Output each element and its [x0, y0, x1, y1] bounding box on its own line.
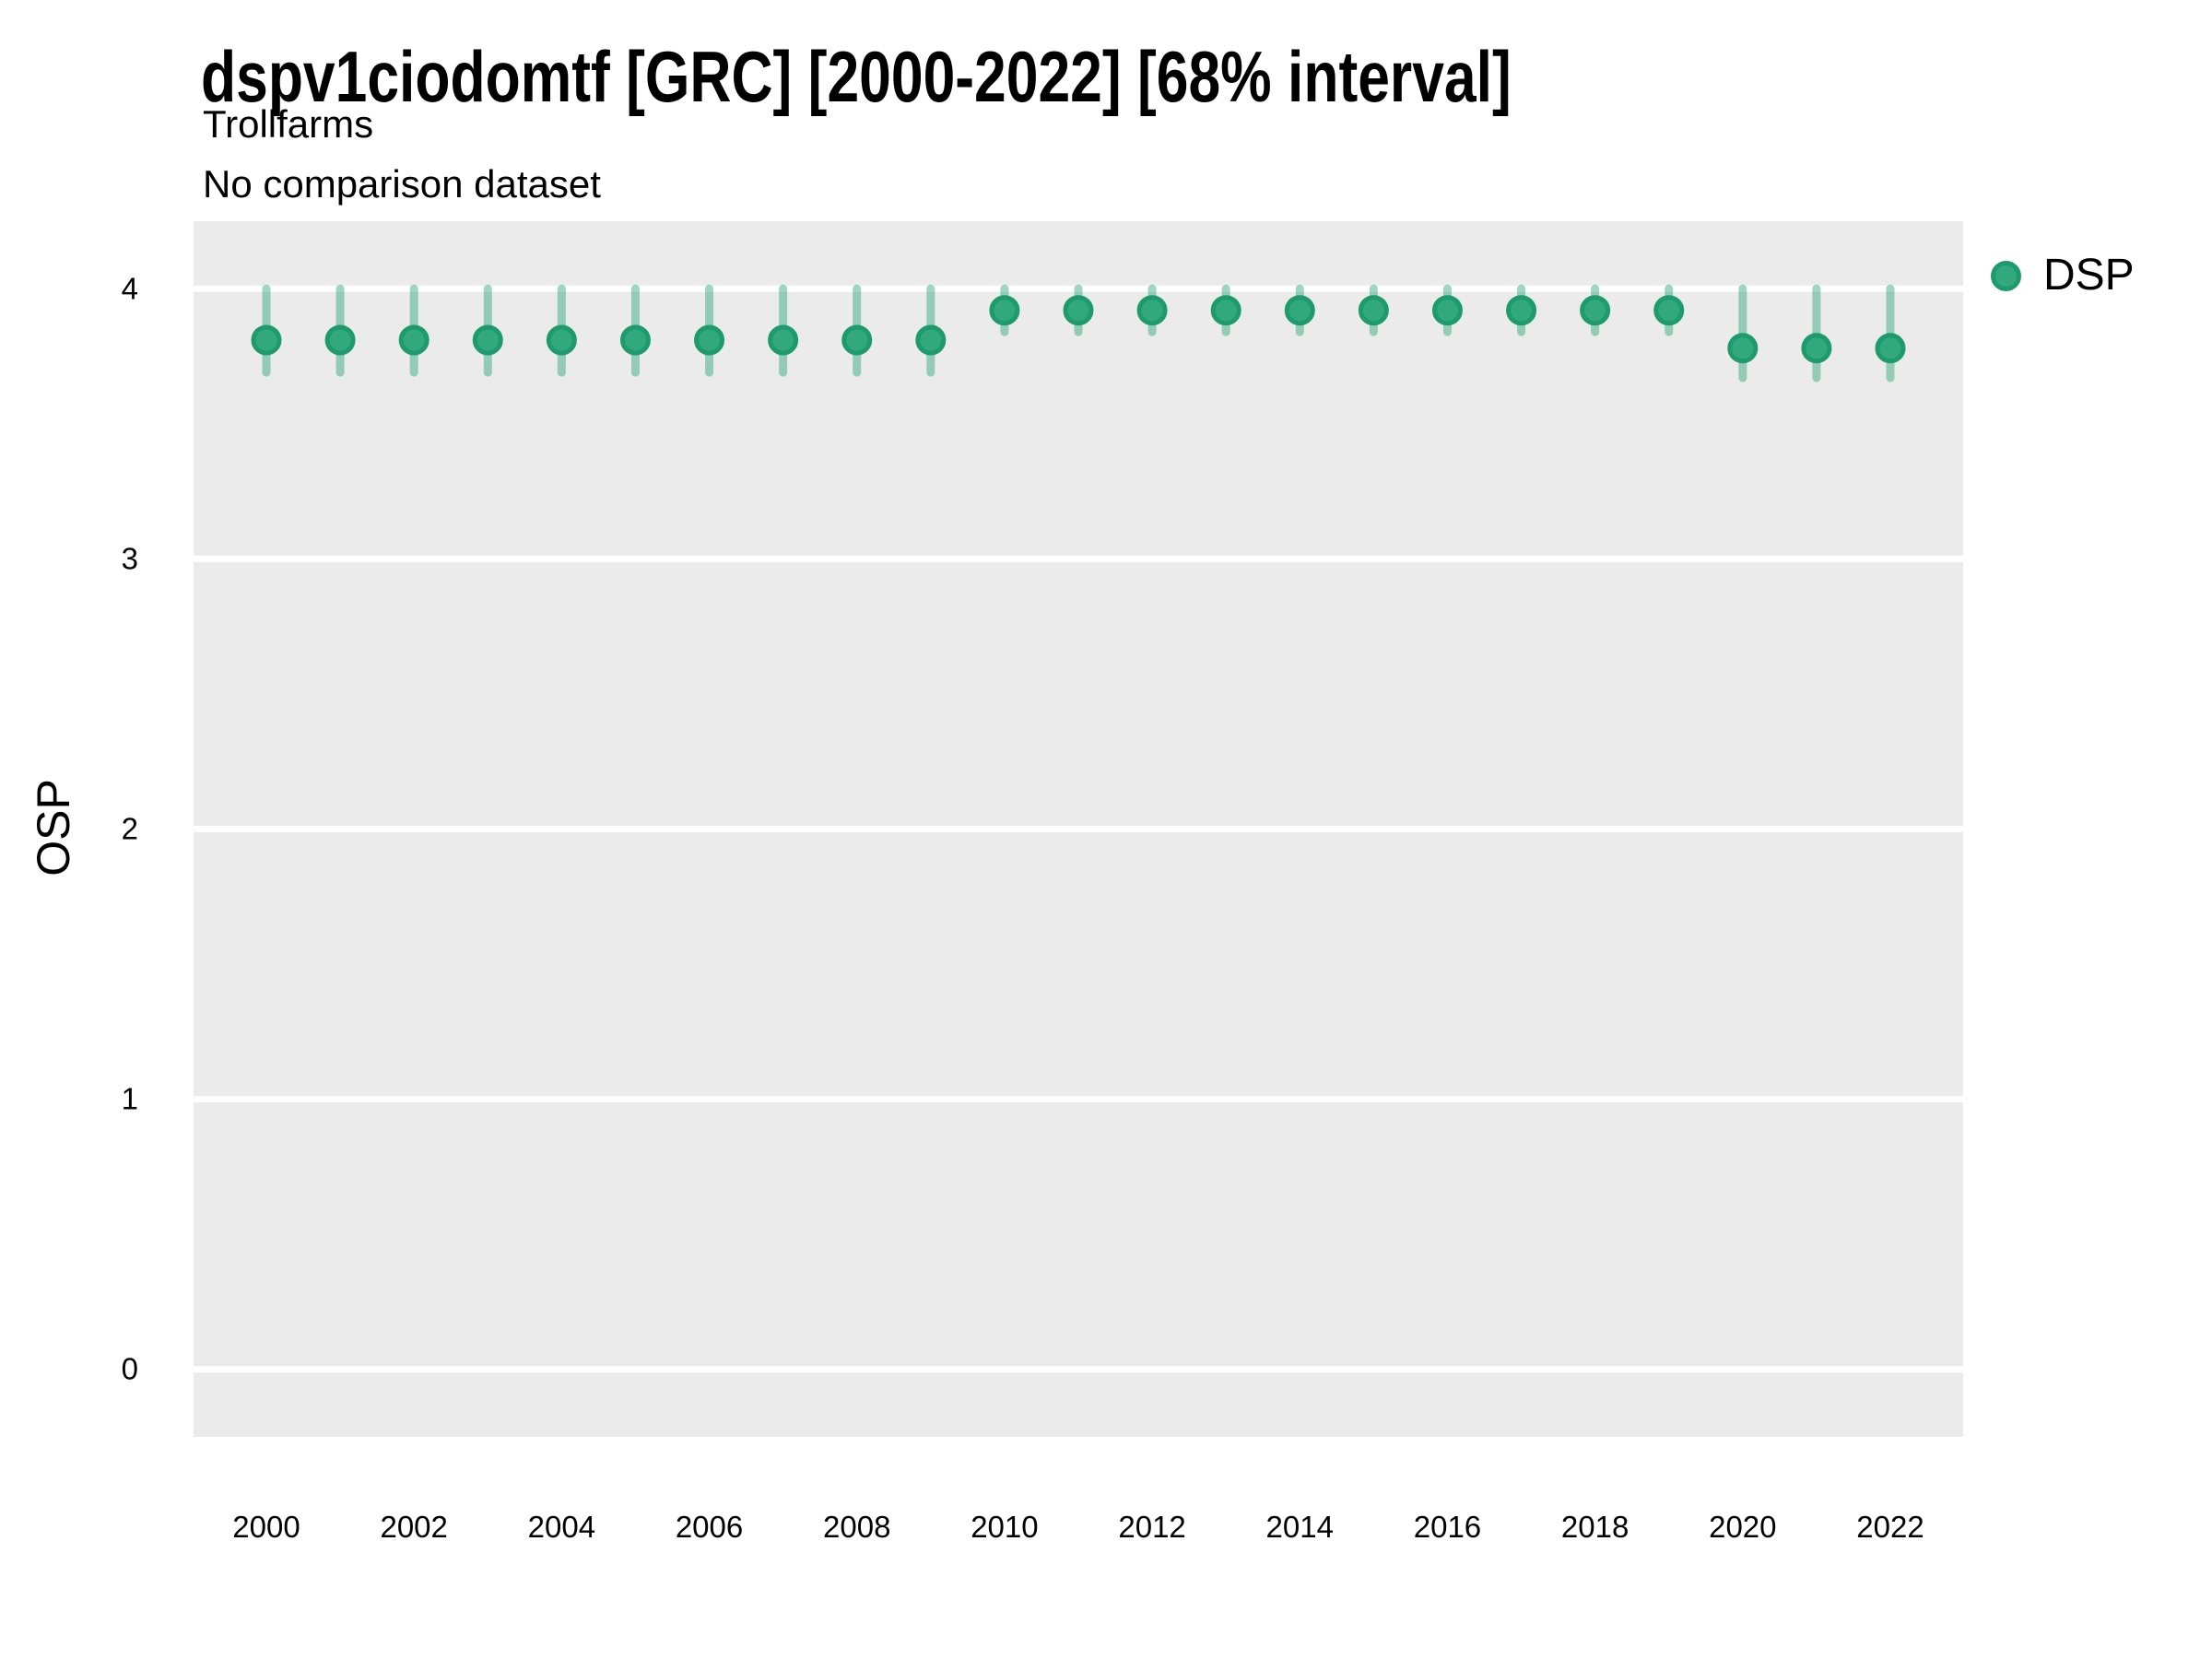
data-point-2021	[1801, 333, 1832, 364]
chart-subtitle: Trollfarms	[203, 102, 374, 146]
data-point-2017	[1506, 295, 1537, 326]
x-tick-label-2010: 2010	[971, 1510, 1038, 1544]
legend-label: DSP	[2043, 251, 2135, 300]
data-point-2022	[1875, 333, 1906, 364]
x-tick-label-2000: 2000	[232, 1510, 300, 1544]
x-tick-label-2006: 2006	[676, 1510, 743, 1544]
y-tick-label-2: 2	[122, 812, 138, 846]
data-point-2008	[841, 324, 873, 356]
x-tick-label-2016: 2016	[1414, 1510, 1481, 1544]
x-tick-label-2018: 2018	[1561, 1510, 1629, 1544]
data-point-2000	[251, 324, 282, 356]
y-tick-label-3: 3	[122, 541, 138, 575]
data-point-2016	[1431, 295, 1463, 326]
data-point-2001	[324, 324, 356, 356]
x-tick-label-2014: 2014	[1266, 1510, 1334, 1544]
data-point-2003	[472, 324, 503, 356]
x-tick-label-2022: 2022	[1856, 1510, 1924, 1544]
x-tick-label-2002: 2002	[380, 1510, 447, 1544]
legend-point-icon	[1991, 260, 2021, 291]
data-point-2019	[1653, 295, 1685, 326]
x-tick-label-2020: 2020	[1709, 1510, 1776, 1544]
data-point-2007	[768, 324, 799, 356]
data-point-2015	[1358, 295, 1389, 326]
y-tick-label-4: 4	[122, 271, 138, 305]
data-point-2002	[398, 324, 429, 356]
data-point-2018	[1580, 295, 1611, 326]
y-tick-label-1: 1	[122, 1082, 138, 1116]
data-point-2005	[619, 324, 651, 356]
data-point-2004	[546, 324, 577, 356]
data-point-2012	[1136, 295, 1168, 326]
x-tick-label-2004: 2004	[528, 1510, 595, 1544]
data-point-2014	[1284, 295, 1315, 326]
y-tick-label-0: 0	[122, 1352, 138, 1386]
x-tick-label-2008: 2008	[823, 1510, 890, 1544]
data-point-2013	[1210, 295, 1241, 326]
chart-title: dspv1ciodomtf [GRC] [2000-2022] [68% int…	[201, 36, 1512, 117]
x-tick-label-2012: 2012	[1118, 1510, 1185, 1544]
comparison-note: No comparison dataset	[203, 162, 601, 206]
data-point-2009	[915, 324, 947, 356]
data-point-2020	[1727, 333, 1759, 364]
data-point-2011	[1063, 295, 1094, 326]
data-point-2006	[694, 324, 725, 356]
legend: DSP	[1991, 253, 2135, 298]
data-point-2010	[989, 295, 1020, 326]
